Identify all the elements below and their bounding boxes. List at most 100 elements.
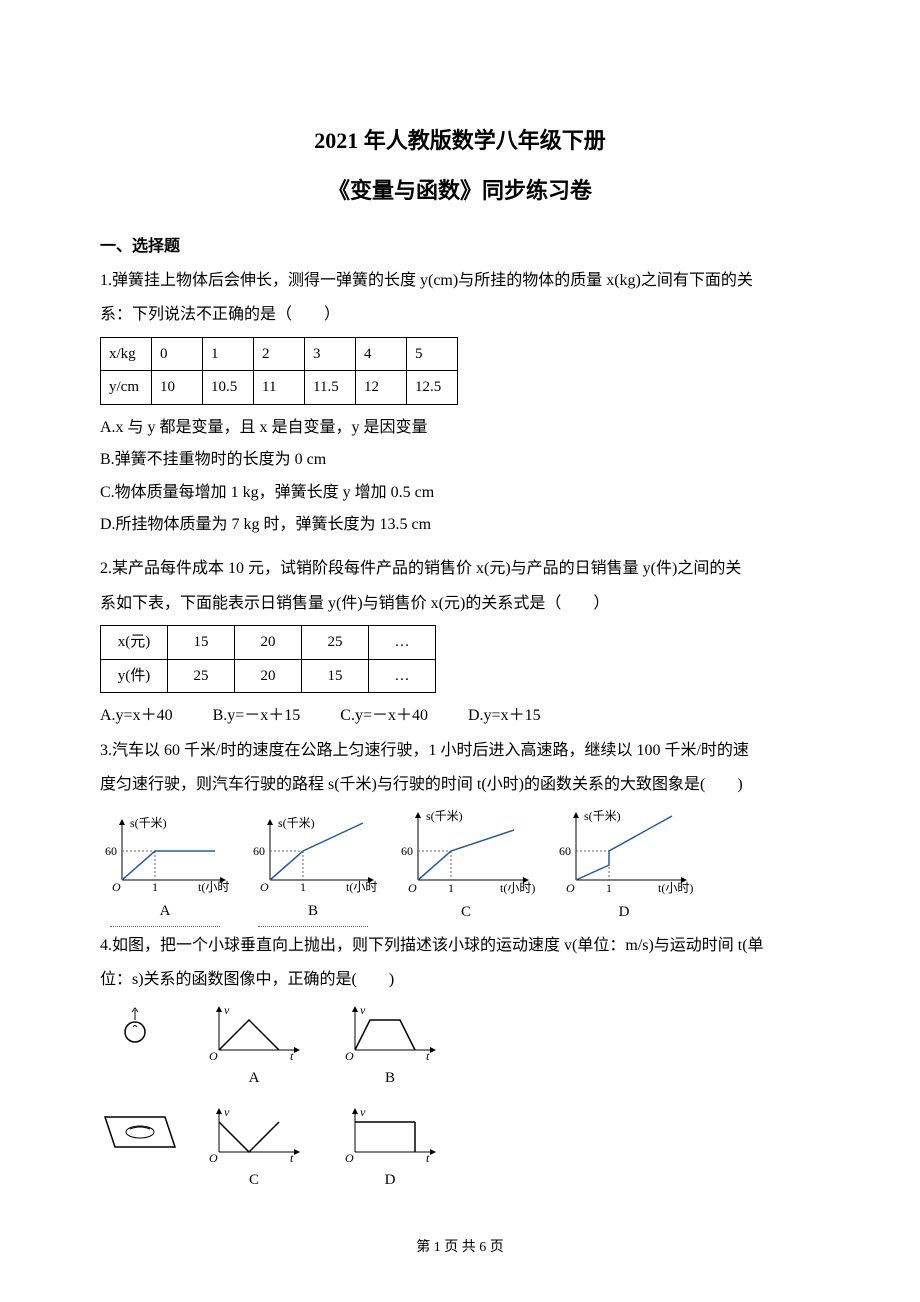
q3-chart-c: s(千米) t(小时) 60 O 1 C xyxy=(396,808,536,927)
table-cell: 0 xyxy=(152,337,203,371)
q1-option-a: A.x 与 y 都是变量，且 x 是自变量，y 是因变量 xyxy=(100,413,820,443)
chart-label: B xyxy=(308,897,318,926)
section-heading-1: 一、选择题 xyxy=(100,232,820,262)
axis-label-v: v xyxy=(360,1003,366,1017)
q3-chart-c-svg: s(千米) t(小时) 60 O 1 xyxy=(396,808,536,896)
axis-label-v: v xyxy=(224,1003,230,1017)
tick-1: 1 xyxy=(300,880,306,894)
q3-chart-b-svg: s(千米) t(小时) 60 O 1 xyxy=(248,815,378,895)
table-cell: 11.5 xyxy=(305,371,356,405)
q1-table: x/kg 0 1 2 3 4 5 y/cm 10 10.5 11 11.5 12… xyxy=(100,337,458,405)
q3-chart-a-svg: s(千米) t(小时) 60 O 1 xyxy=(100,815,230,895)
q3-chart-a: s(千米) t(小时) 60 O 1 A xyxy=(100,815,230,927)
axis-label-x: t(小时) xyxy=(198,880,230,894)
q1-option-d: D.所挂物体质量为 7 kg 时，弹簧长度为 13.5 cm xyxy=(100,510,820,540)
table-cell: y(件) xyxy=(101,659,168,693)
q4-label-a: A xyxy=(249,1064,260,1093)
tick-60: 60 xyxy=(401,844,413,858)
table-cell: 3 xyxy=(305,337,356,371)
q2-option-b: B.y=－x＋15 xyxy=(213,701,301,731)
q4-stem-line1: 4.如图，把一个小球垂直向上抛出，则下列描述该小球的运动速度 v(单位：m/s)… xyxy=(100,931,820,961)
q4-chart-d: v t O D xyxy=(340,1104,440,1195)
table-cell: … xyxy=(369,626,436,660)
tick-1: 1 xyxy=(152,880,158,894)
axis-label-t: t xyxy=(290,1151,294,1164)
table-row: y(件) 25 20 15 … xyxy=(101,659,436,693)
table-row: x/kg 0 1 2 3 4 5 xyxy=(101,337,458,371)
tick-1: 1 xyxy=(606,881,612,895)
q4-chart-a-svg: v t O xyxy=(204,1002,304,1062)
q1-stem-line2: 系：下列说法不正确的是（ ） xyxy=(100,300,820,330)
tick-o: O xyxy=(112,880,121,894)
tick-60: 60 xyxy=(559,844,571,858)
axis-label-y: s(千米) xyxy=(278,816,315,830)
page-footnote: 第 1 页 共 6 页 xyxy=(100,1235,820,1262)
table-cell: 20 xyxy=(235,659,302,693)
axis-label-v: v xyxy=(224,1105,230,1119)
q4-chart-d-svg: v t O xyxy=(340,1104,440,1164)
table-cell: 12 xyxy=(356,371,407,405)
tick-o: O xyxy=(408,881,417,895)
q2-table: x(元) 15 20 25 … y(件) 25 20 15 … xyxy=(100,625,436,693)
q4-options-grid: v t O A v t O B xyxy=(204,1002,440,1195)
table-cell: 15 xyxy=(302,659,369,693)
table-cell: x/kg xyxy=(101,337,152,371)
q4-label-b: B xyxy=(385,1064,395,1093)
q2-option-a: A.y=x＋40 xyxy=(100,701,173,731)
axis-label-y: s(千米) xyxy=(130,816,167,830)
table-cell: 4 xyxy=(356,337,407,371)
title-line2: 《变量与函数》同步练习卷 xyxy=(100,170,820,212)
table-cell: 25 xyxy=(168,659,235,693)
table-cell: y/cm xyxy=(101,371,152,405)
q2-option-c: C.y=－x＋40 xyxy=(340,701,428,731)
q1-stem-line1: 1.弹簧挂上物体后会伸长，测得一弹簧的长度 y(cm)与所挂的物体的质量 x(k… xyxy=(100,266,820,296)
q4-label-c: C xyxy=(249,1166,259,1195)
q3-label-a: A xyxy=(110,895,220,927)
axis-label-t: t xyxy=(426,1151,430,1164)
table-cell: 20 xyxy=(235,626,302,660)
q4-chart-b-svg: v t O xyxy=(340,1002,440,1062)
q3-chart-d: s(千米) t(小时) 60 O 1 D xyxy=(554,808,694,927)
table-cell: 5 xyxy=(407,337,458,371)
q4-chart-c: v t O C xyxy=(204,1104,304,1195)
table-cell: 25 xyxy=(302,626,369,660)
q4-ball-figure xyxy=(100,1002,180,1162)
q4-chart-b: v t O B xyxy=(340,1002,440,1093)
q3-label-c: C xyxy=(461,898,471,927)
tick-o: O xyxy=(209,1049,218,1062)
axis-label-x: t(小时) xyxy=(500,881,535,895)
q4-chart-a: v t O A xyxy=(204,1002,304,1093)
q3-chart-d-svg: s(千米) t(小时) 60 O 1 xyxy=(554,808,694,896)
table-row: y/cm 10 10.5 11 11.5 12 12.5 xyxy=(101,371,458,405)
q3-chart-b: s(千米) t(小时) 60 O 1 B xyxy=(248,815,378,927)
q2-options: A.y=x＋40 B.y=－x＋15 C.y=－x＋40 D.y=x＋15 xyxy=(100,701,820,731)
axis-label-y: s(千米) xyxy=(426,809,463,823)
q3-stem-line2: 度匀速行驶，则汽车行驶的路程 s(千米)与行驶的时间 t(小时)的函数关系的大致… xyxy=(100,770,820,800)
q3-label-d: D xyxy=(619,898,630,927)
axis-label-t: t xyxy=(290,1049,294,1062)
axis-label-x: t(小时) xyxy=(346,880,378,894)
q3-stem-line1: 3.汽车以 60 千米/时的速度在公路上匀速行驶，1 小时后进入高速路，继续以 … xyxy=(100,736,820,766)
table-cell: … xyxy=(369,659,436,693)
table-cell: 1 xyxy=(203,337,254,371)
table-cell: 12.5 xyxy=(407,371,458,405)
tick-60: 60 xyxy=(105,844,117,858)
table-cell: 11 xyxy=(254,371,305,405)
axis-label-t: t xyxy=(426,1049,430,1062)
axis-label-x: t(小时) xyxy=(658,881,693,895)
table-cell: 15 xyxy=(168,626,235,660)
q4-figure-row: v t O A v t O B xyxy=(100,1002,820,1195)
title-line1: 2021 年人教版数学八年级下册 xyxy=(100,120,820,162)
table-cell: 10.5 xyxy=(203,371,254,405)
q4-stem-line2: 位：s)关系的函数图像中，正确的是( ) xyxy=(100,965,820,995)
page: 2021 年人教版数学八年级下册 《变量与函数》同步练习卷 一、选择题 1.弹簧… xyxy=(0,0,920,1301)
q1-option-b: B.弹簧不挂重物时的长度为 0 cm xyxy=(100,445,820,475)
tick-o: O xyxy=(566,881,575,895)
q2-option-d: D.y=x＋15 xyxy=(468,701,541,731)
table-cell: x(元) xyxy=(101,626,168,660)
q3-label-b: B xyxy=(258,895,368,927)
q4-label-d: D xyxy=(385,1166,396,1195)
table-cell: 10 xyxy=(152,371,203,405)
q4-chart-c-svg: v t O xyxy=(204,1104,304,1164)
q3-charts: s(千米) t(小时) 60 O 1 A s(千米) t(小时) 60 O 1 xyxy=(100,808,820,927)
